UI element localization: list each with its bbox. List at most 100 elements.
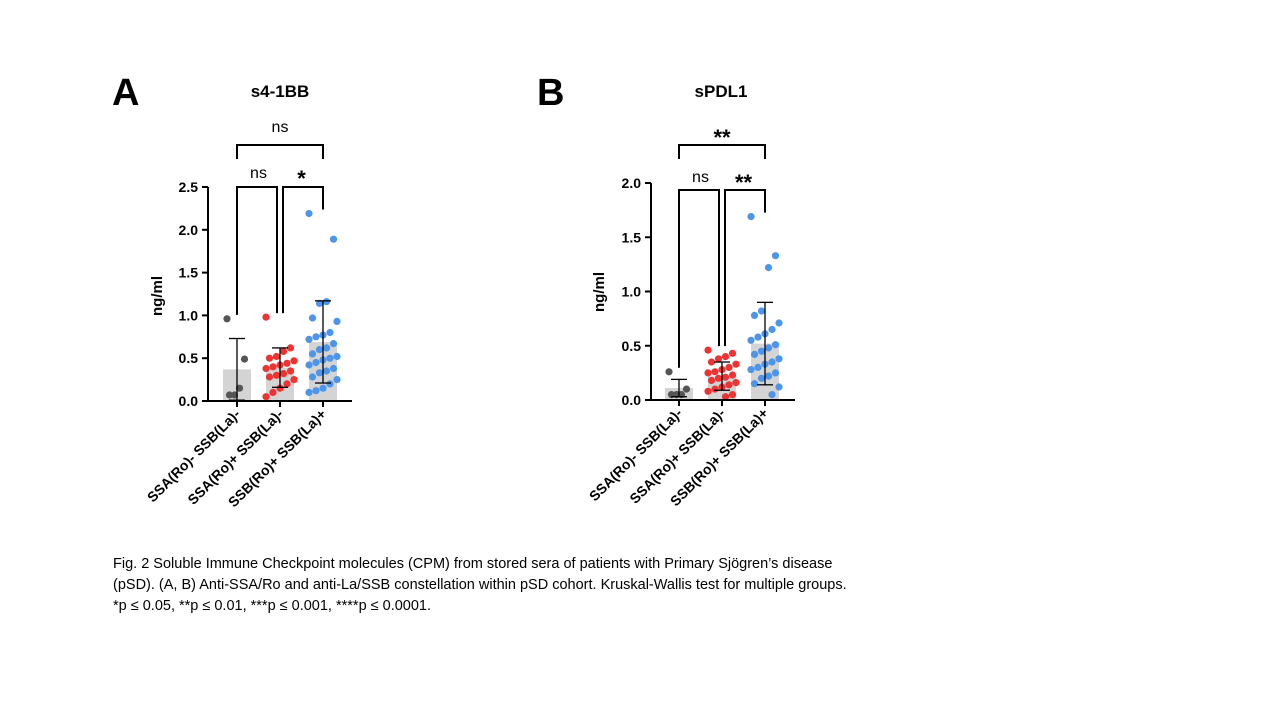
data-point — [329, 364, 338, 373]
significance-bracket — [678, 189, 720, 368]
data-point — [225, 391, 234, 399]
data-point — [272, 352, 281, 361]
data-point — [305, 361, 313, 369]
y-axis-label: ng/ml — [149, 276, 166, 316]
data-point — [319, 384, 327, 392]
significance-bracket — [678, 144, 766, 159]
significance-label: ** — [735, 170, 753, 195]
data-point — [329, 340, 338, 348]
panel-letter-b: B — [537, 72, 565, 114]
data-point — [286, 344, 295, 352]
data-point — [312, 333, 320, 341]
data-point — [322, 344, 331, 352]
data-point — [315, 369, 324, 377]
data-point — [747, 336, 755, 344]
significance-bracket — [724, 189, 766, 347]
data-point — [754, 333, 762, 341]
data-point — [305, 209, 313, 218]
data-point — [262, 364, 270, 373]
data-point — [775, 355, 783, 363]
data-point — [283, 359, 291, 367]
data-point — [322, 367, 331, 375]
significance-label: ** — [713, 125, 731, 150]
data-point — [732, 360, 740, 368]
data-point — [272, 371, 281, 379]
data-point — [771, 369, 780, 377]
data-point — [326, 380, 334, 388]
data-point — [725, 363, 733, 371]
data-point — [265, 354, 274, 362]
significance-label: ns — [692, 169, 709, 186]
data-point — [305, 388, 313, 396]
data-point — [757, 374, 766, 382]
y-tick-label: 1.5 — [179, 265, 199, 281]
data-point — [240, 355, 249, 363]
data-point — [728, 371, 737, 379]
data-point — [728, 349, 737, 357]
data-point — [764, 372, 773, 380]
data-point — [707, 376, 716, 385]
data-point — [322, 298, 331, 306]
data-point — [768, 358, 776, 366]
data-point — [707, 358, 716, 366]
data-point — [333, 317, 341, 325]
data-point — [312, 358, 320, 367]
y-tick-label: 1.0 — [179, 307, 199, 323]
data-point — [262, 313, 270, 321]
data-point — [721, 353, 730, 361]
caption-line-2: (pSD). (A, B) Anti-SSA/Ro and anti-La/SS… — [113, 577, 847, 593]
data-point — [276, 384, 284, 392]
data-point — [775, 383, 783, 391]
data-point — [286, 367, 295, 375]
data-point — [315, 299, 324, 307]
data-point — [326, 354, 334, 362]
caption-line-3: *p ≤ 0.05, **p ≤ 0.01, ***p ≤ 0.001, ***… — [113, 598, 432, 614]
data-point — [308, 350, 317, 358]
data-point — [732, 379, 740, 387]
data-point — [771, 252, 780, 260]
data-point — [728, 391, 737, 399]
data-point — [704, 369, 712, 377]
data-point — [665, 368, 673, 376]
data-point — [326, 328, 334, 337]
y-tick-label: 2.0 — [179, 222, 199, 238]
data-point — [262, 393, 270, 401]
data-point — [768, 325, 776, 334]
data-point — [279, 347, 288, 355]
data-point — [682, 385, 691, 393]
significance-bracket — [282, 186, 324, 314]
data-point — [757, 347, 766, 355]
data-point — [704, 387, 712, 395]
figure-caption: Fig. 2 Soluble Immune Checkpoint molecul… — [113, 554, 939, 617]
y-tick-label: 1.0 — [622, 284, 642, 300]
significance-label: ns — [250, 165, 267, 182]
data-point — [714, 355, 723, 363]
caption-line-1: Fig. 2 Soluble Immune Checkpoint molecul… — [113, 556, 833, 572]
data-point — [315, 346, 324, 354]
data-point — [290, 376, 298, 384]
data-point — [721, 373, 730, 381]
data-point — [305, 335, 313, 343]
data-point — [283, 380, 291, 388]
data-point — [775, 319, 783, 327]
y-tick-label: 0.0 — [179, 393, 199, 409]
chart-title: sPDL1 — [695, 82, 748, 101]
significance-label: * — [297, 166, 306, 191]
data-point — [235, 384, 244, 392]
data-point — [269, 363, 277, 371]
data-point — [725, 381, 733, 389]
data-point — [223, 315, 231, 323]
y-tick-label: 0.0 — [622, 392, 642, 408]
data-point — [312, 387, 320, 395]
panel-letter-a: A — [112, 72, 140, 114]
significance-label: ns — [272, 119, 289, 136]
data-point — [333, 376, 341, 384]
data-point — [711, 368, 719, 376]
data-point — [230, 391, 239, 399]
data-point — [269, 388, 277, 396]
data-point — [333, 352, 341, 361]
y-tick-label: 1.5 — [622, 229, 642, 245]
data-point — [768, 391, 776, 399]
